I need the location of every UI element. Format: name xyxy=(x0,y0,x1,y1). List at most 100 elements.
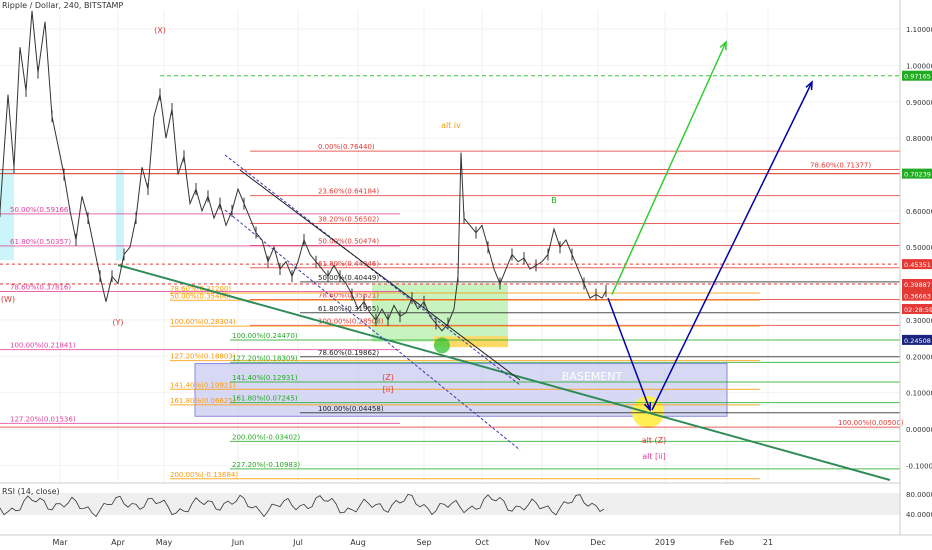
fib-label: 141.40%(0.10921) xyxy=(170,381,236,389)
bearish-arrow-up-head xyxy=(805,80,813,91)
fib-label: 78.60%(0.37816) xyxy=(10,284,71,292)
fib-label: 100.00%(0.24470) xyxy=(232,332,298,340)
price-tag xyxy=(902,168,932,179)
wave-label: (Z) xyxy=(382,373,394,382)
x-tick-label: Oct xyxy=(475,538,489,547)
x-tick-label: Jul xyxy=(292,538,303,547)
price-axis: 1.100001.000000.900000.800000.700000.600… xyxy=(0,0,932,536)
fib-label: 61.80%(0.50357) xyxy=(10,238,71,246)
price-tag-label: 0.24508 xyxy=(904,337,931,345)
price-tag-label: 0.70239 xyxy=(904,171,931,179)
price-series xyxy=(0,10,607,332)
fib-label: 127.20%(0.18309) xyxy=(232,354,298,362)
fib-label: 200.00%(-0.13684) xyxy=(170,471,238,479)
x-tick-label: Feb xyxy=(720,538,734,547)
channel-line-upper xyxy=(224,154,521,386)
fib-levels: 0.00%(0.76440) 23.60%(0.64184) 38.20%(0.56… xyxy=(0,75,904,480)
channel-line-lower xyxy=(224,209,521,451)
projection-arrows xyxy=(607,40,813,412)
bearish-arrow-down-head xyxy=(643,401,652,412)
fib-label: 161.80%(0.06625) xyxy=(170,397,236,405)
x-tick-label: 2019 xyxy=(655,538,675,547)
fib-label: 141.40%(0.12931) xyxy=(232,374,298,382)
wave-labels: (X) (W) (Y) (Z) [ii] alt (Z) alt [ii] alt iv B BA… xyxy=(1,26,666,461)
x-tick-label: Jun xyxy=(231,538,245,547)
x-tick-label: Nov xyxy=(534,538,550,547)
price-tag-label: 0.39887 xyxy=(904,281,931,289)
rsi-title: RSI (14, close) xyxy=(2,487,60,496)
fib-label: 50.00%(0.35406) xyxy=(170,292,231,300)
fib-label: 161.80%(0.07245) xyxy=(232,395,298,403)
rsi-tick-label: 40.0000 xyxy=(906,511,932,519)
x-tick-label: Aug xyxy=(350,538,366,547)
rsi-line xyxy=(0,493,605,518)
price-tag xyxy=(902,278,932,289)
price-tag xyxy=(902,259,932,270)
fib-label: 78.60%(0.71377) xyxy=(810,161,871,169)
fib-label: 61.80%(0.31955) xyxy=(318,305,379,313)
price-tag-label: 0.97165 xyxy=(904,73,931,81)
fib-label: 100.00%(0.04458) xyxy=(318,405,384,413)
wave-label: (W) xyxy=(1,295,15,304)
fib-label: 0.00%(0.76440) xyxy=(318,143,375,151)
x-tick-label: Dec xyxy=(590,538,605,547)
price-tag xyxy=(902,290,932,301)
fib-label: 100.00%(0.28508) xyxy=(318,317,384,325)
fib-label: 50.00%(0.40449) xyxy=(318,274,379,282)
yellow-zone xyxy=(434,336,508,348)
price-tag xyxy=(902,334,932,345)
bullish-arrow-head xyxy=(719,40,727,51)
fib-label: 50.00%(0.50474) xyxy=(318,237,379,245)
rsi-band xyxy=(0,493,900,515)
cyan-zone xyxy=(116,170,124,260)
fib-label: 38.20%(0.56502) xyxy=(318,216,379,224)
fib-label: 127.20%(0.01536) xyxy=(10,415,76,423)
price-tag-label: 02:28:59 xyxy=(904,306,932,314)
green-marker xyxy=(434,337,450,354)
wave-label: alt iv xyxy=(441,121,461,130)
x-tick-label: 21 xyxy=(763,538,773,547)
wave-label: alt [ii] xyxy=(642,452,666,461)
fib-label: 227.20%(-0.10983) xyxy=(232,461,300,469)
wave-label: (Y) xyxy=(112,318,123,327)
price-tag-label: 0.45351 xyxy=(904,261,931,269)
fib-label: 78.60%(0.19862) xyxy=(318,349,379,357)
support-trendline xyxy=(117,264,891,481)
bullish-arrow xyxy=(611,41,727,295)
price-line xyxy=(0,10,607,332)
channel-line-mid xyxy=(239,169,521,381)
time-axis: Mar Apr May Jun Jul Aug Sep Oct Nov Dec 2019 Feb 21 xyxy=(52,538,773,547)
x-tick-label: Mar xyxy=(52,538,68,547)
grid xyxy=(0,10,900,482)
symbol-title: Ripple / Dollar, 240, BITSTAMP xyxy=(2,1,124,10)
rsi-panel: 80.0000 40.0000 xyxy=(0,491,932,519)
x-tick-label: May xyxy=(156,538,173,547)
x-tick-label: Apr xyxy=(111,538,126,547)
wave-label: [ii] xyxy=(383,385,394,394)
price-tag xyxy=(902,304,932,315)
fib-label: 127.20%(0.18803) xyxy=(170,353,236,361)
cyan-zone xyxy=(0,170,14,260)
wave-label: B xyxy=(551,196,557,205)
trend-lines xyxy=(117,154,891,481)
fib-label: 50.00%(0.59166) xyxy=(10,206,71,214)
fib-label: 100.00%(0.21841) xyxy=(10,342,76,350)
price-tag-label: 0.36663 xyxy=(904,293,931,301)
bearish-arrow-up xyxy=(651,81,813,411)
fib-label: 23.60%(0.64184) xyxy=(318,188,379,196)
rsi-tick-label: 80.0000 xyxy=(906,491,932,499)
wave-label: BASEMENT xyxy=(562,370,623,383)
fib-label: 100.00%(0.00500) xyxy=(838,419,904,427)
fib-label: 78.60%(0.35621) xyxy=(318,291,379,299)
